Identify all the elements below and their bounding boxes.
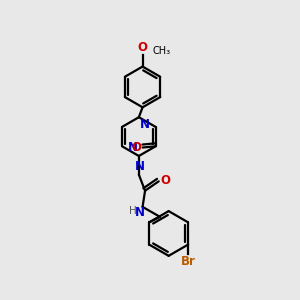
Text: O: O [131, 141, 141, 154]
Text: N: N [135, 206, 145, 219]
Text: O: O [138, 40, 148, 54]
Text: O: O [161, 174, 171, 187]
Text: Br: Br [181, 255, 196, 268]
Text: N: N [135, 160, 145, 173]
Text: N: N [140, 118, 149, 131]
Text: CH₃: CH₃ [152, 46, 170, 56]
Text: H: H [129, 206, 137, 216]
Text: N: N [128, 141, 137, 154]
